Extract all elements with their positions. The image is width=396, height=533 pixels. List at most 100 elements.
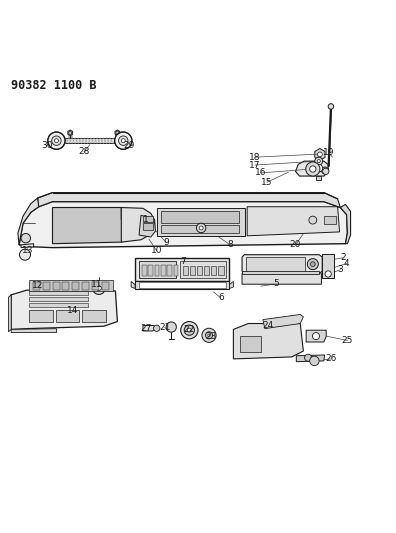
Polygon shape	[57, 138, 123, 143]
Polygon shape	[121, 207, 155, 242]
Polygon shape	[53, 207, 131, 244]
Polygon shape	[242, 271, 319, 274]
Polygon shape	[263, 314, 303, 329]
Text: 12: 12	[32, 281, 43, 290]
Text: 20: 20	[290, 240, 301, 249]
Polygon shape	[157, 208, 245, 236]
Polygon shape	[296, 355, 325, 362]
Polygon shape	[21, 244, 34, 248]
Polygon shape	[8, 295, 11, 332]
Polygon shape	[68, 130, 72, 135]
Text: 13: 13	[23, 246, 34, 255]
Bar	[43, 282, 50, 290]
Bar	[29, 310, 53, 321]
Bar	[135, 258, 229, 281]
Text: 27: 27	[141, 324, 152, 333]
Text: 28: 28	[78, 147, 89, 156]
Circle shape	[328, 104, 334, 109]
Bar	[56, 310, 79, 321]
Text: 19: 19	[323, 148, 334, 157]
Polygon shape	[306, 330, 326, 342]
Text: 18: 18	[249, 152, 261, 161]
Circle shape	[52, 136, 61, 146]
Bar	[142, 265, 147, 276]
Bar	[102, 282, 109, 290]
Polygon shape	[11, 290, 117, 329]
Text: 9: 9	[163, 238, 169, 247]
Text: 8: 8	[227, 240, 233, 249]
Polygon shape	[242, 255, 322, 273]
Circle shape	[154, 325, 160, 332]
Polygon shape	[131, 281, 135, 288]
Polygon shape	[295, 161, 329, 176]
Circle shape	[19, 249, 30, 260]
Bar	[29, 291, 88, 295]
Circle shape	[323, 168, 329, 174]
Text: 90382 1100 B: 90382 1100 B	[11, 78, 97, 92]
Bar	[62, 282, 69, 290]
Bar	[173, 265, 178, 276]
Bar	[139, 282, 226, 288]
Text: 14: 14	[67, 306, 79, 315]
Text: 23: 23	[206, 332, 217, 341]
Bar	[161, 225, 239, 233]
Circle shape	[184, 325, 194, 335]
Circle shape	[310, 166, 316, 172]
Text: 4: 4	[344, 259, 349, 268]
Circle shape	[55, 139, 58, 143]
Polygon shape	[315, 149, 325, 160]
Circle shape	[318, 152, 322, 157]
Circle shape	[325, 271, 331, 277]
Bar	[29, 303, 88, 306]
Circle shape	[187, 328, 191, 332]
Bar	[143, 223, 153, 230]
Circle shape	[181, 321, 198, 339]
Circle shape	[114, 132, 132, 149]
Bar	[324, 216, 336, 224]
Bar	[29, 297, 88, 301]
Circle shape	[208, 334, 210, 336]
Circle shape	[305, 354, 312, 361]
Text: 24: 24	[263, 321, 274, 330]
Text: 2: 2	[340, 253, 346, 262]
Bar	[135, 281, 229, 288]
Bar	[183, 266, 188, 275]
Polygon shape	[38, 192, 340, 207]
Circle shape	[307, 259, 318, 270]
Bar	[92, 282, 99, 290]
Circle shape	[121, 139, 125, 143]
Polygon shape	[242, 271, 322, 284]
Text: 25: 25	[342, 336, 353, 345]
Circle shape	[315, 157, 323, 165]
Bar	[33, 282, 40, 290]
Text: 17: 17	[249, 160, 261, 169]
Circle shape	[116, 131, 119, 134]
Circle shape	[93, 282, 105, 294]
Circle shape	[21, 233, 30, 243]
Polygon shape	[316, 176, 321, 180]
Circle shape	[196, 223, 206, 233]
Text: 6: 6	[218, 294, 224, 302]
Bar	[211, 266, 217, 275]
Text: 16: 16	[255, 168, 267, 177]
Bar	[190, 266, 195, 275]
Circle shape	[310, 356, 319, 366]
Circle shape	[310, 262, 315, 266]
Polygon shape	[139, 215, 156, 237]
Text: 5: 5	[274, 279, 280, 288]
Text: 30: 30	[41, 141, 52, 150]
Circle shape	[166, 322, 176, 332]
Bar	[168, 265, 172, 276]
Polygon shape	[311, 159, 326, 177]
Circle shape	[306, 162, 320, 176]
Circle shape	[322, 167, 329, 174]
Polygon shape	[143, 326, 156, 331]
Text: 26: 26	[325, 354, 337, 364]
Polygon shape	[322, 254, 334, 278]
Polygon shape	[115, 130, 120, 135]
Text: 10: 10	[151, 246, 162, 255]
Text: 21: 21	[159, 323, 170, 332]
Circle shape	[97, 286, 101, 290]
Bar	[246, 257, 305, 271]
Circle shape	[41, 287, 47, 292]
